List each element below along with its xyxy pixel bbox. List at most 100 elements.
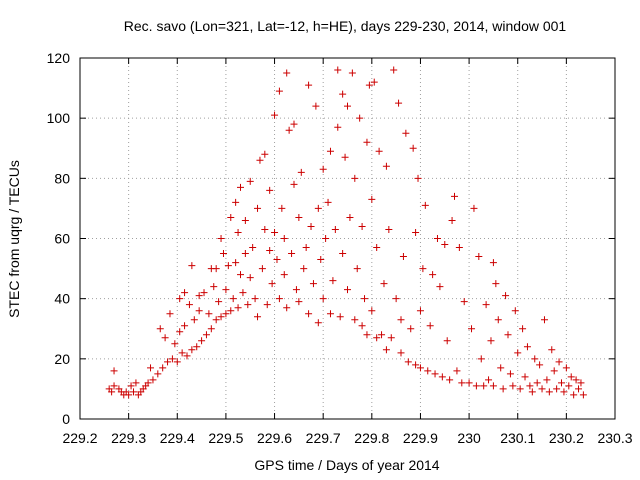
x-tick-label: 230.2 xyxy=(549,430,584,446)
data-point xyxy=(511,307,519,315)
data-point xyxy=(241,216,249,224)
data-point xyxy=(380,280,388,288)
y-tick-label: 0 xyxy=(62,411,70,427)
data-point xyxy=(280,271,288,279)
data-point xyxy=(395,99,403,107)
data-point xyxy=(458,379,466,387)
x-tick-label: 229.5 xyxy=(208,430,243,446)
data-point xyxy=(378,331,386,339)
data-point xyxy=(188,262,196,270)
data-point xyxy=(353,265,361,273)
x-tick-label: 230.1 xyxy=(500,430,535,446)
data-point xyxy=(399,253,407,261)
data-point xyxy=(514,349,522,357)
data-point xyxy=(200,289,208,297)
data-point xyxy=(465,379,473,387)
data-point xyxy=(397,316,405,324)
x-axis-label: GPS time / Days of year 2014 xyxy=(254,457,439,473)
data-point xyxy=(232,198,240,206)
data-point xyxy=(249,244,257,252)
data-points xyxy=(105,66,587,399)
data-point xyxy=(358,322,366,330)
data-point xyxy=(239,289,247,297)
data-point xyxy=(509,382,517,390)
data-point xyxy=(553,385,561,393)
data-point xyxy=(193,343,201,351)
y-tick-label: 40 xyxy=(54,291,70,307)
x-tick-label: 230.3 xyxy=(597,430,632,446)
data-point xyxy=(523,343,531,351)
data-point xyxy=(373,334,381,342)
data-point xyxy=(181,289,189,297)
data-point xyxy=(397,349,405,357)
data-point xyxy=(188,346,196,354)
data-point xyxy=(159,364,167,372)
data-point xyxy=(533,379,541,387)
data-point xyxy=(429,271,437,279)
data-point xyxy=(266,186,274,194)
data-point xyxy=(144,379,152,387)
data-point xyxy=(312,102,320,110)
data-point xyxy=(404,358,412,366)
data-point xyxy=(149,376,157,384)
data-point xyxy=(528,388,536,396)
data-point xyxy=(181,322,189,330)
data-point xyxy=(558,379,565,387)
data-point xyxy=(419,265,427,273)
data-point xyxy=(385,225,393,233)
y-axis-label: STEC from uqrg / TECUs xyxy=(6,160,22,318)
y-tick-label: 100 xyxy=(47,110,71,126)
data-point xyxy=(351,316,359,324)
data-point xyxy=(202,331,210,339)
data-point xyxy=(329,277,337,285)
data-point xyxy=(241,250,249,258)
data-point xyxy=(555,358,563,366)
data-point xyxy=(375,147,383,155)
data-point xyxy=(326,310,334,318)
data-point xyxy=(567,373,575,381)
data-point xyxy=(290,180,298,188)
data-point xyxy=(254,313,262,321)
data-point xyxy=(443,337,451,345)
data-point xyxy=(217,313,225,321)
data-point xyxy=(424,367,432,375)
data-point xyxy=(575,385,583,393)
data-point xyxy=(295,213,303,221)
data-point xyxy=(222,310,230,318)
data-point xyxy=(275,87,283,95)
data-point xyxy=(324,198,332,206)
data-point xyxy=(266,247,274,255)
data-point xyxy=(173,358,181,366)
data-point xyxy=(288,250,296,258)
data-point xyxy=(334,66,342,74)
x-tick-label: 229.7 xyxy=(306,430,341,446)
data-point xyxy=(416,307,424,315)
data-point xyxy=(550,367,558,375)
data-point xyxy=(283,69,291,77)
data-point xyxy=(545,388,553,396)
data-point xyxy=(480,382,488,390)
data-point xyxy=(489,382,497,390)
data-point xyxy=(407,325,415,333)
data-point xyxy=(207,325,215,333)
data-point xyxy=(195,292,203,300)
data-point xyxy=(166,310,174,318)
x-tick-label: 230 xyxy=(457,430,481,446)
axis-ticks: 229.2 229.3 229.4 229.5 229.6 229.7 229.8 229.9… xyxy=(47,50,633,446)
data-point xyxy=(190,316,198,324)
x-tick-label: 229.8 xyxy=(354,430,389,446)
data-point xyxy=(446,376,454,384)
data-point xyxy=(506,370,514,378)
data-point xyxy=(526,382,534,390)
data-point xyxy=(212,316,220,324)
data-point xyxy=(261,150,269,158)
data-point xyxy=(127,382,135,390)
x-tick-label: 229.9 xyxy=(403,430,438,446)
data-point xyxy=(246,274,254,282)
data-point xyxy=(314,204,322,212)
data-point xyxy=(521,373,529,381)
data-point xyxy=(244,301,252,309)
data-point xyxy=(305,81,313,89)
data-point xyxy=(363,138,371,146)
y-tick-label: 60 xyxy=(54,231,70,247)
